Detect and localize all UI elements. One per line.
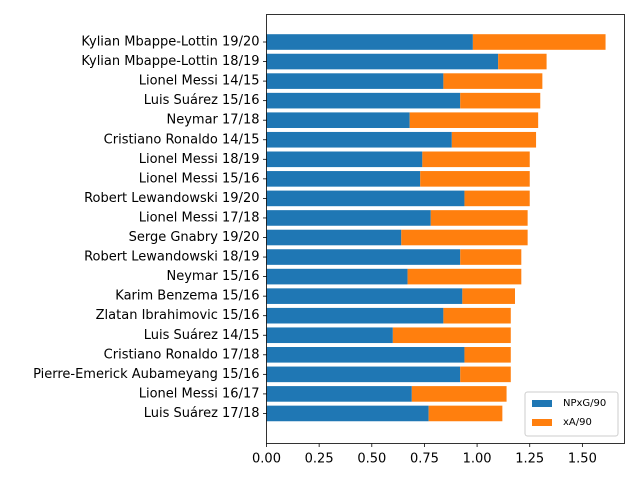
- bar-xa-90-13: [462, 288, 515, 304]
- y-tick-label: Cristiano Ronaldo 14/15: [104, 132, 260, 147]
- y-tick-label: Karim Benzema 15/16: [115, 289, 259, 304]
- y-tick-label: Lionel Messi 15/16: [139, 171, 260, 186]
- bar-npxg-90-16: [266, 347, 465, 363]
- bar-npxg-90-8: [266, 190, 465, 207]
- y-tick-label: Neymar 17/18: [167, 113, 260, 128]
- y-tick-label: Pierre-Emerick Aubameyang 15/16: [33, 367, 259, 382]
- bar-npxg-90-13: [266, 288, 463, 304]
- bar-npxg-90-4: [266, 112, 410, 128]
- bar-xa-90-16: [464, 347, 511, 363]
- legend-swatch-0: [532, 400, 552, 407]
- legend-swatch-1: [532, 419, 552, 426]
- bar-npxg-90-6: [266, 151, 423, 168]
- bar-xa-90-6: [422, 151, 530, 168]
- bar-xa-90-3: [460, 92, 541, 109]
- legend-label-0: NPxG/90: [563, 398, 606, 409]
- bar-xa-90-5: [451, 131, 537, 148]
- y-tick-label: Cristiano Ronaldo 17/18: [104, 347, 260, 362]
- bar-npxg-90-14: [266, 307, 444, 324]
- x-tick-label: 0.50: [357, 452, 386, 467]
- bar-npxg-90-10: [266, 229, 402, 246]
- y-tick-label: Lionel Messi 16/17: [139, 386, 260, 401]
- bar-xa-90-12: [407, 268, 522, 285]
- y-tick-label: Robert Lewandowski 19/20: [84, 191, 259, 206]
- bar-npxg-90-0: [266, 34, 473, 50]
- bar-npxg-90-1: [266, 53, 499, 70]
- bar-xa-90-19: [428, 405, 503, 422]
- bar-npxg-90-2: [266, 73, 444, 89]
- bar-npxg-90-3: [266, 92, 461, 109]
- plot-frame: [266, 14, 625, 444]
- x-tick-label: 1.00: [463, 452, 492, 467]
- y-tick-label: Luis Suárez 15/16: [144, 93, 260, 108]
- legend: NPxG/90 xA/90: [524, 391, 619, 437]
- bar-npxg-90-9: [266, 210, 431, 226]
- legend-label-1: xA/90: [563, 417, 592, 428]
- x-tick-label: 0.00: [252, 452, 281, 467]
- bar-npxg-90-5: [266, 131, 452, 148]
- bar-xa-90-10: [401, 229, 528, 246]
- bar-xa-90-11: [460, 249, 522, 265]
- x-tick-label: 1.25: [515, 452, 544, 467]
- y-tick-label: Lionel Messi 17/18: [139, 210, 260, 225]
- bar-npxg-90-11: [266, 249, 461, 265]
- x-tick-label: 0.75: [410, 452, 439, 467]
- y-tick-label: Zlatan Ibrahimovic 15/16: [96, 308, 260, 323]
- bar-xa-90-9: [430, 210, 528, 226]
- y-tick-label: Lionel Messi 18/19: [139, 152, 260, 167]
- y-tick-label: Serge Gnabry 19/20: [129, 230, 260, 245]
- bar-xa-90-15: [392, 327, 511, 344]
- x-tick-label: 1.50: [568, 452, 597, 467]
- bars-layer: [266, 34, 606, 422]
- bar-xa-90-17: [460, 366, 511, 383]
- bar-xa-90-14: [443, 307, 511, 324]
- bar-xa-90-7: [420, 171, 530, 187]
- bar-xa-90-2: [443, 73, 543, 89]
- y-tick-label: Kylian Mbappe-Lottin 18/19: [81, 54, 259, 69]
- bar-npxg-90-19: [266, 405, 429, 422]
- bar-npxg-90-7: [266, 171, 421, 187]
- bar-xa-90-0: [472, 34, 606, 50]
- bar-xa-90-4: [409, 112, 539, 128]
- bar-xa-90-18: [411, 386, 507, 402]
- bar-npxg-90-18: [266, 386, 412, 402]
- y-axis-ticks: Kylian Mbappe-Lottin 19/20 Kylian Mbappe-…: [33, 35, 267, 421]
- bar-xa-90-1: [498, 53, 547, 70]
- bar-npxg-90-15: [266, 327, 393, 344]
- y-tick-label: Luis Suárez 14/15: [144, 328, 260, 343]
- y-tick-label: Luis Suárez 17/18: [144, 406, 260, 421]
- bar-npxg-90-12: [266, 268, 408, 285]
- y-tick-label: Neymar 15/16: [167, 269, 260, 284]
- x-axis-ticks: 0.00 0.25 0.50 0.75 1.00 1.25 1.50: [252, 443, 597, 467]
- y-tick-label: Robert Lewandowski 18/19: [84, 250, 259, 265]
- y-tick-label: Kylian Mbappe-Lottin 19/20: [81, 35, 259, 50]
- bar-npxg-90-17: [266, 366, 461, 383]
- x-tick-label: 0.25: [305, 452, 334, 467]
- bar-xa-90-8: [464, 190, 530, 207]
- y-tick-label: Lionel Messi 14/15: [139, 74, 260, 89]
